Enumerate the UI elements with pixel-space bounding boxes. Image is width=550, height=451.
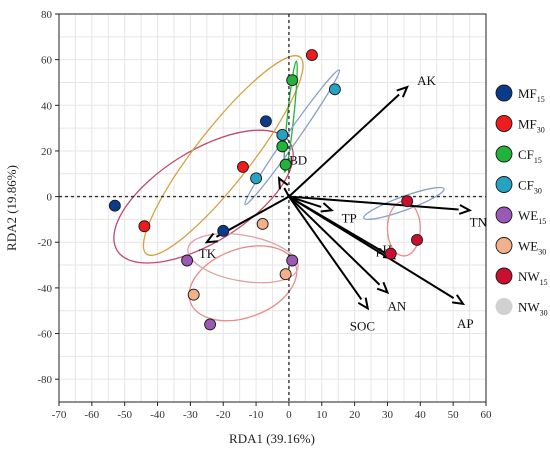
point-cf15 bbox=[279, 158, 292, 171]
sample-points bbox=[108, 49, 423, 331]
legend-label-we15: WE15 bbox=[518, 208, 546, 226]
x-tick-label: -50 bbox=[117, 409, 132, 421]
x-tick-label: 30 bbox=[382, 409, 394, 421]
y-tick-label: -40 bbox=[37, 283, 52, 295]
y-tick-label: 40 bbox=[41, 100, 53, 112]
confidence-ellipse-3 bbox=[283, 60, 298, 173]
arrow-label-tn: TN bbox=[470, 214, 488, 229]
arrow-an-head bbox=[376, 281, 390, 295]
arrow-soc-shaft bbox=[288, 196, 363, 301]
legend-marker-we30 bbox=[495, 237, 513, 254]
arrow-label-tk: TK bbox=[199, 246, 217, 261]
arrow-bd-shaft bbox=[283, 187, 290, 198]
x-axis-title: RDA1 (39.16%) bbox=[229, 431, 315, 446]
arrow-label-ak: AK bbox=[417, 73, 436, 88]
legend-label-mf15: MF15 bbox=[518, 86, 545, 104]
legend-marker-mf30 bbox=[495, 115, 513, 132]
legend-label-nw30: NW30 bbox=[518, 300, 548, 318]
x-tick-label: -10 bbox=[249, 409, 264, 421]
arrow-label-tp: TP bbox=[342, 210, 357, 225]
point-nw15 bbox=[411, 234, 423, 246]
arrow-label-soc: SOC bbox=[350, 318, 375, 333]
point-we30 bbox=[187, 288, 200, 301]
x-tick-labels: -70 -60 -50 -40 -30 -20 -10 0 10 20 30 40 50 60 bbox=[52, 402, 492, 421]
legend: MF15 MF30 CF15 CF30 WE15 WE30 NW15 NW30 bbox=[495, 84, 548, 318]
arrow-tp-shaft bbox=[288, 195, 322, 208]
legend-label-nw15: NW15 bbox=[518, 269, 548, 287]
legend-label-cf15: CF15 bbox=[518, 147, 542, 165]
point-mf30 bbox=[138, 220, 151, 233]
point-cf15 bbox=[276, 140, 289, 153]
point-we30 bbox=[256, 218, 269, 230]
y-axis-title: RDA2 (19.86%) bbox=[4, 165, 19, 251]
arrow-tn-head bbox=[458, 204, 473, 215]
confidence-ellipse-6 bbox=[187, 233, 299, 284]
arrow-soc-head bbox=[357, 297, 370, 311]
legend-label-we30: WE30 bbox=[518, 239, 546, 257]
y-tick-label: 80 bbox=[41, 9, 53, 21]
arrow-tp-head bbox=[320, 202, 334, 213]
legend-marker-we15 bbox=[495, 206, 513, 224]
x-tick-label: -60 bbox=[85, 409, 100, 421]
arrow-an-shaft bbox=[288, 195, 381, 286]
point-cf15 bbox=[286, 74, 299, 87]
arrow-ap-head bbox=[451, 294, 466, 306]
point-we15 bbox=[286, 254, 299, 267]
point-we15 bbox=[181, 254, 194, 267]
arrow-ak-shaft bbox=[288, 93, 400, 198]
arrow-tk-head bbox=[204, 232, 218, 244]
x-tick-label: -40 bbox=[150, 409, 165, 421]
point-mf15 bbox=[217, 224, 230, 237]
x-tick-label: 50 bbox=[448, 409, 460, 421]
arrow-ap-shaft bbox=[288, 195, 455, 299]
x-tick-label: 20 bbox=[349, 409, 361, 421]
point-we30 bbox=[279, 268, 292, 281]
legend-marker-nw15 bbox=[495, 267, 513, 285]
y-tick-labels: 80 60 40 20 0 -20 -40 -60 -80 bbox=[37, 9, 59, 386]
legend-marker-mf15 bbox=[495, 84, 513, 102]
legend-label-mf30: MF30 bbox=[518, 117, 545, 135]
point-mf15 bbox=[108, 199, 121, 212]
x-tick-label: 10 bbox=[316, 409, 328, 421]
y-tick-label: -60 bbox=[37, 329, 52, 341]
x-tick-label: 60 bbox=[481, 409, 493, 421]
legend-marker-nw30 bbox=[495, 298, 513, 315]
point-mf30 bbox=[236, 160, 249, 173]
y-tick-label: -20 bbox=[37, 237, 52, 249]
point-cf30 bbox=[328, 83, 341, 96]
plot-border bbox=[58, 13, 487, 403]
zero-reference-lines bbox=[59, 14, 486, 402]
arrow-label-ap: AP bbox=[457, 316, 474, 331]
point-mf15 bbox=[259, 115, 272, 128]
legend-marker-cf30 bbox=[495, 176, 513, 193]
x-tick-label: 0 bbox=[286, 409, 292, 421]
y-tick-label: 60 bbox=[41, 55, 53, 67]
point-mf30 bbox=[305, 49, 318, 62]
plot-frame bbox=[58, 13, 487, 403]
y-tick-label: 20 bbox=[41, 146, 53, 158]
x-tick-label: 40 bbox=[415, 409, 427, 421]
point-cf30 bbox=[276, 129, 289, 141]
arrow-ak-head bbox=[396, 85, 409, 98]
x-tick-label: -20 bbox=[216, 409, 231, 421]
arrow-tn-shaft bbox=[288, 195, 459, 211]
point-nw15 bbox=[401, 195, 414, 208]
x-tick-label: -70 bbox=[52, 409, 67, 421]
confidence-ellipse-1 bbox=[113, 129, 294, 264]
point-we15 bbox=[204, 318, 217, 331]
point-nw15 bbox=[384, 247, 397, 260]
legend-label-cf30: CF30 bbox=[518, 178, 542, 196]
point-cf30 bbox=[250, 172, 263, 185]
arrow-label-bd: BD bbox=[289, 152, 307, 167]
x-tick-label: -30 bbox=[183, 409, 198, 421]
y-tick-label: -80 bbox=[37, 374, 52, 386]
arrow-label-an: AN bbox=[387, 298, 406, 313]
grid-lines bbox=[58, 13, 487, 403]
y-tick-label: 0 bbox=[47, 192, 53, 204]
legend-marker-cf15 bbox=[495, 145, 513, 163]
arrow-bd-head bbox=[277, 176, 289, 190]
confidence-ellipses bbox=[113, 55, 445, 322]
